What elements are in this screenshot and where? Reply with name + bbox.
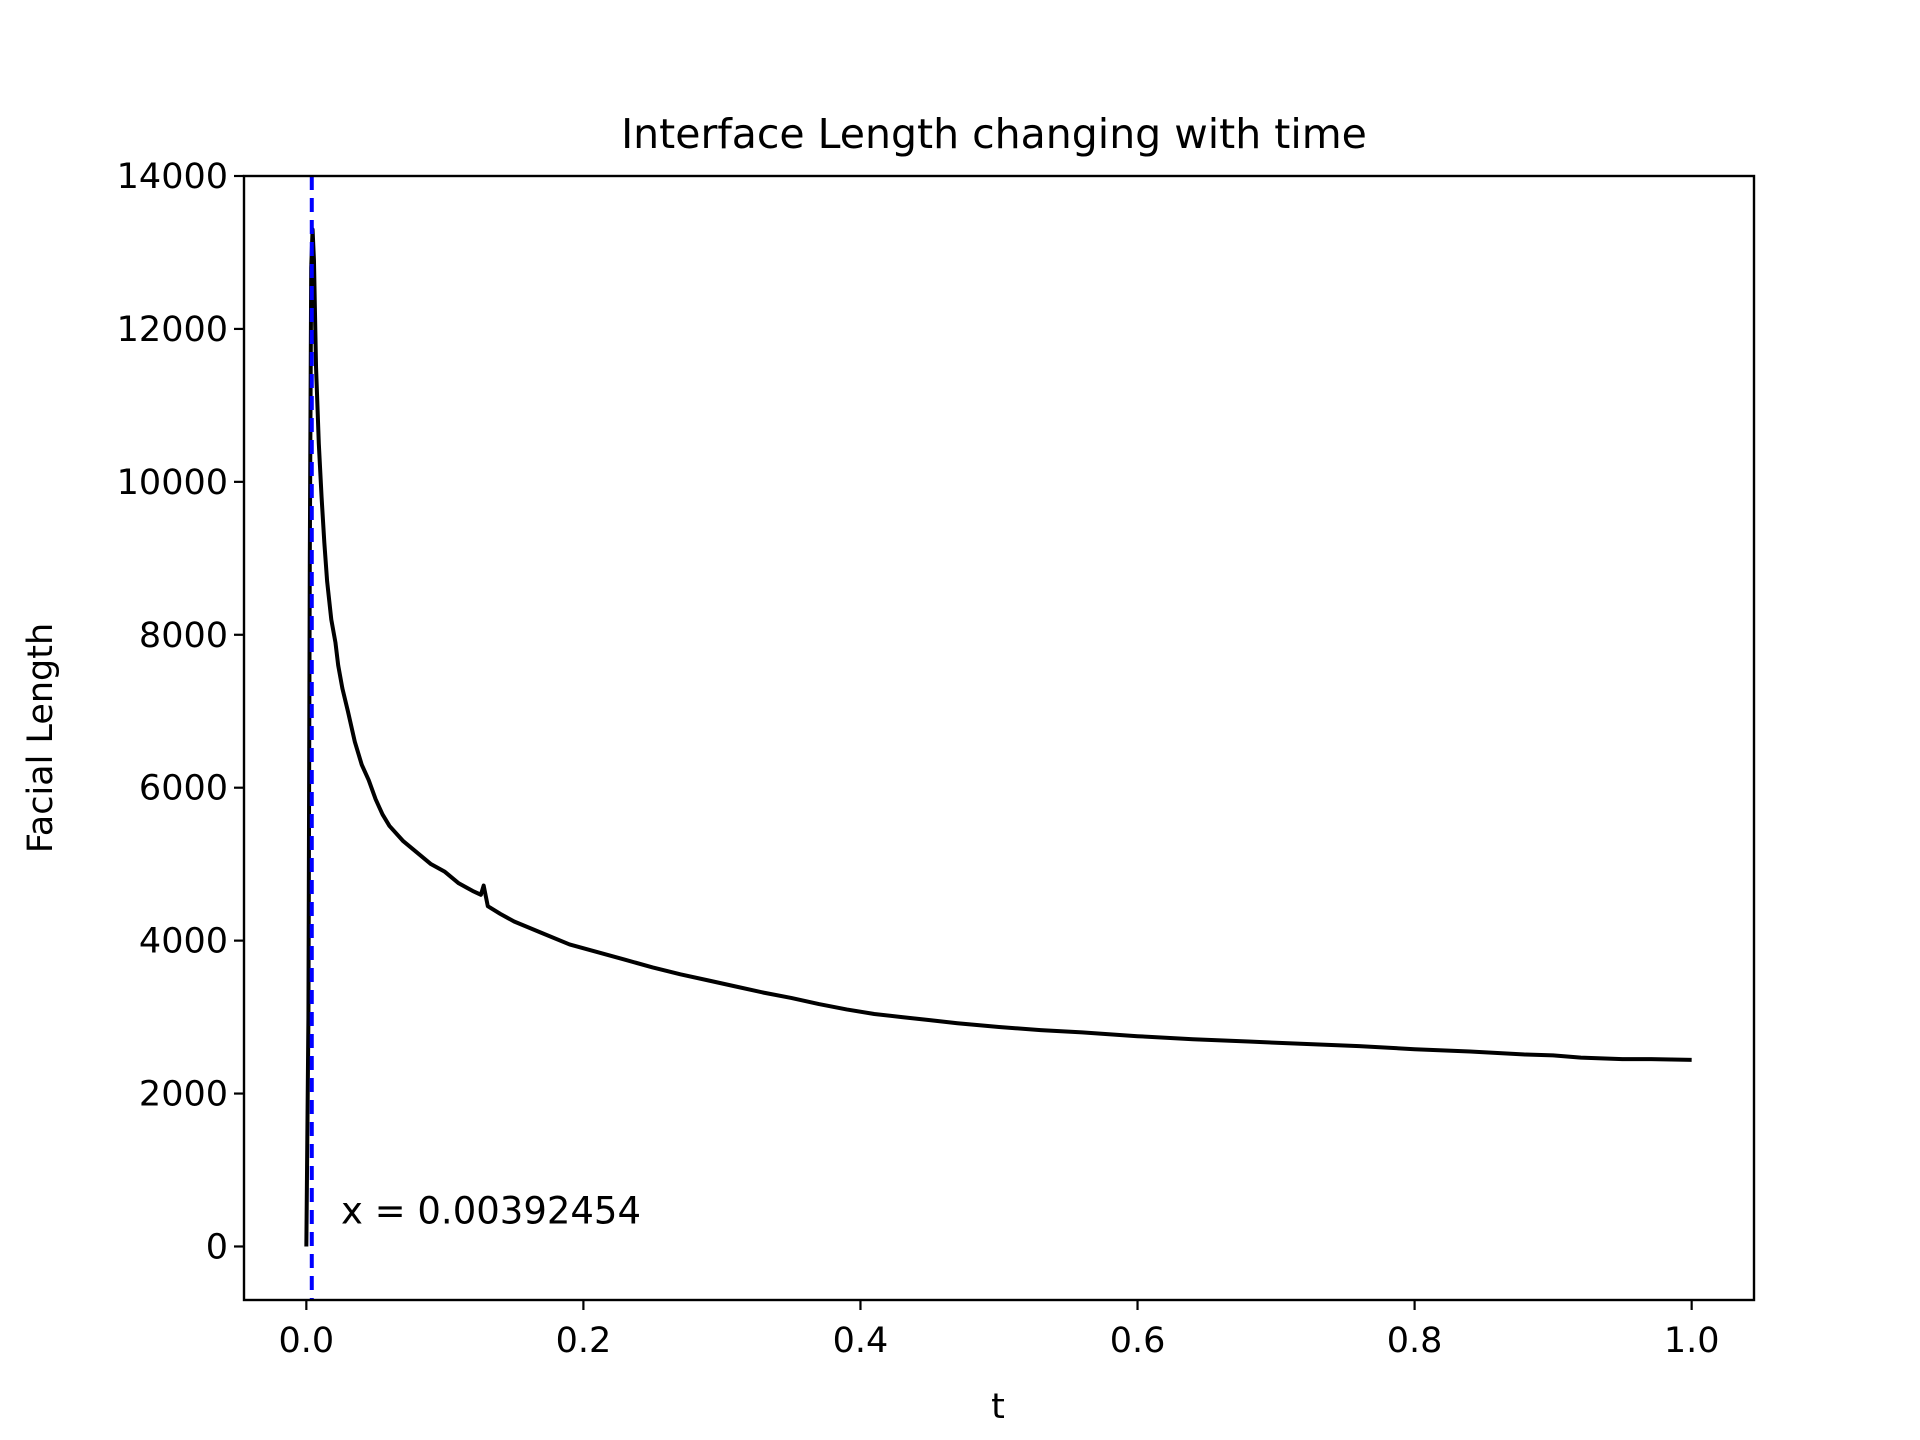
x-tick-label: 0.8 [1387, 1321, 1443, 1361]
plot-area-frame [242, 174, 1756, 1302]
x-tick-label: 0.2 [556, 1321, 612, 1361]
x-axis-ticks: 0.0 0.2 0.4 0.6 0.8 1.0 [279, 1300, 1720, 1361]
x-tick-label: 0.6 [1110, 1321, 1166, 1361]
y-tick-label: 2000 [139, 1075, 228, 1115]
x-tick-label: 0.0 [279, 1321, 335, 1361]
x-tick-label: 1.0 [1664, 1321, 1720, 1361]
chart-title: Interface Length changing with time [621, 110, 1367, 158]
y-tick-label: 6000 [139, 769, 228, 809]
y-tick-label: 10000 [117, 463, 228, 503]
series-line-0 [304, 227, 1692, 1247]
y-tick-label: 8000 [139, 616, 228, 656]
y-tick-label: 4000 [139, 922, 228, 962]
y-tick-label: 0 [206, 1227, 228, 1267]
y-axis-ticks: 0 2000 4000 6000 8000 10000 12000 14000 [117, 157, 244, 1267]
x-tick-label: 0.4 [833, 1321, 889, 1361]
y-tick-label: 12000 [117, 310, 228, 350]
y-axis-label: Facial Length [21, 623, 61, 853]
y-tick-label: 14000 [117, 157, 228, 197]
vline-annotation: x = 0.00392454 [341, 1190, 641, 1233]
x-axis-label: t [991, 1387, 1005, 1427]
